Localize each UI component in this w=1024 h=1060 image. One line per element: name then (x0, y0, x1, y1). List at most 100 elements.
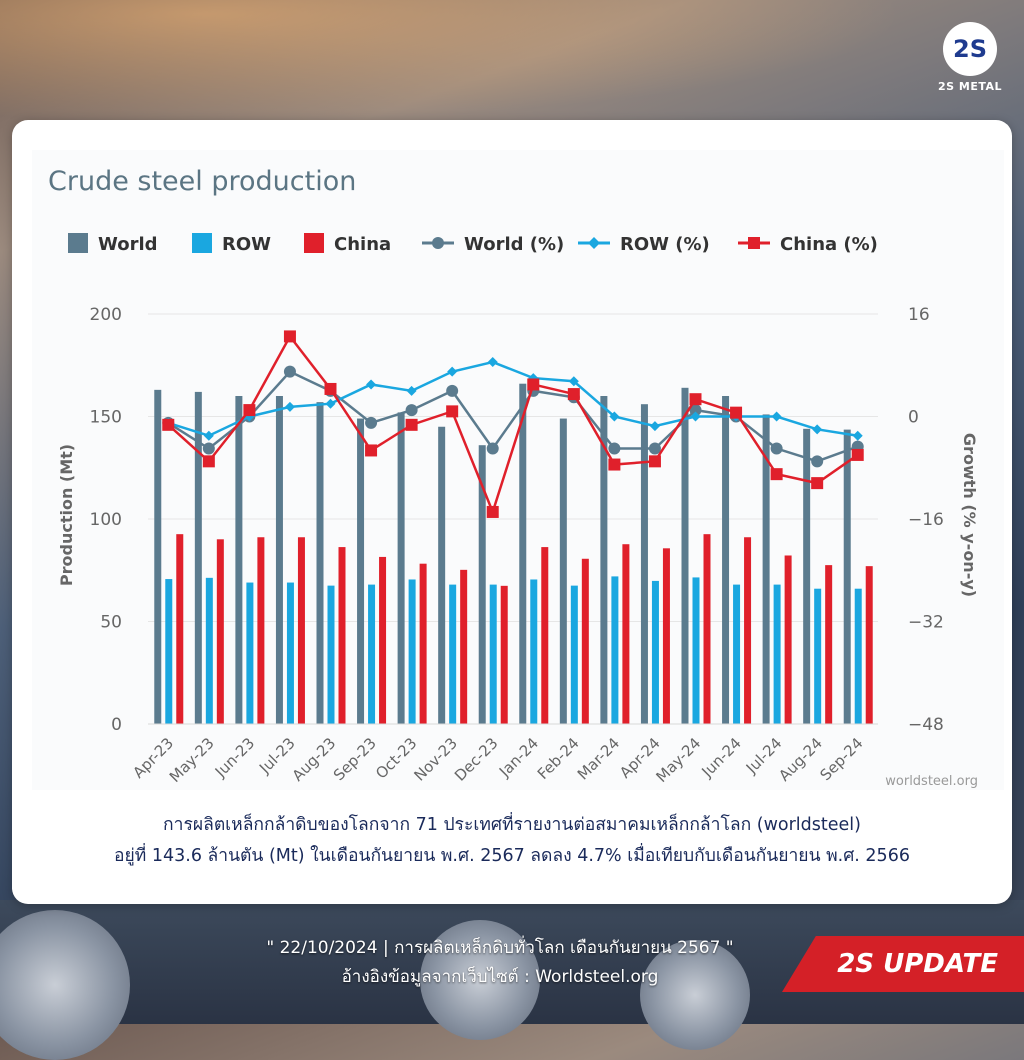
point-row-growth (284, 401, 295, 412)
point-row-growth (487, 357, 498, 368)
bar-world (803, 428, 811, 724)
bar-china (541, 547, 549, 724)
line-row- (167, 360, 858, 438)
point-world-growth (689, 404, 702, 417)
legend-swatch (304, 233, 324, 253)
x-tick-label: Aug-23 (289, 734, 340, 785)
bar-china (865, 566, 873, 724)
bar-world (559, 418, 567, 724)
y2-tick-label: 0 (908, 408, 919, 428)
bar-row (408, 579, 416, 724)
legend-swatch (192, 233, 212, 253)
point-china-growth (851, 448, 864, 461)
point-row-growth (406, 385, 417, 396)
legend-label: ROW (222, 234, 271, 255)
brand-logo-mark: 2S (943, 22, 997, 76)
bar-china (581, 558, 589, 724)
legend-marker (748, 237, 760, 249)
bar-row (489, 584, 497, 724)
bar-china (297, 537, 305, 724)
y-tick-label: 50 (100, 613, 122, 633)
legend-label: World (98, 234, 158, 255)
x-tick-label: Sep-23 (330, 734, 380, 784)
content-card: Crude steel production World ROW China Worl… (12, 120, 1012, 904)
chart-source: worldsteel.org (885, 774, 978, 789)
x-axis: Apr-23May-23Jun-23Jul-23Aug-23Sep-23Oct-… (129, 723, 878, 786)
x-tick-label: Feb-24 (534, 734, 583, 783)
bar-row (814, 588, 822, 724)
caption-line-1: การผลิตเหล็กกล้าดิบของโลกจาก 71 ประเทศที… (163, 815, 861, 835)
point-china-growth (202, 455, 215, 468)
y-axis-left: 0 50 100 150 200 (90, 305, 122, 735)
point-china-growth (162, 418, 175, 431)
legend-item: ROW (%) (578, 234, 710, 255)
bar-row (286, 582, 294, 724)
y-tick-label: 100 (90, 510, 122, 530)
line-series (162, 330, 864, 518)
legend-label: China (%) (780, 234, 878, 255)
point-world-growth (608, 442, 621, 455)
chart-legend: World ROW China World (%) ROW (%) China (%) (68, 233, 878, 255)
y-axis-title: Production (Mt) (57, 444, 76, 586)
point-row-growth (447, 366, 458, 377)
bar-row (611, 576, 619, 724)
caption-line-2: อยู่ที่ 143.6 ล้านตัน (Mt) ในเดือนกันยาย… (114, 846, 910, 866)
x-tick-label: May-23 (166, 734, 218, 786)
legend-swatch (68, 233, 88, 253)
bar-row (368, 584, 376, 724)
point-row-growth (366, 379, 377, 390)
x-tick-label: Jun-23 (211, 734, 258, 781)
x-tick-label: Dec-23 (451, 734, 502, 785)
x-tick-label: Nov-23 (411, 734, 461, 784)
bar-world (600, 396, 608, 724)
chart-title: Crude steel production (48, 166, 356, 197)
point-china-growth (243, 404, 256, 417)
point-row-growth (812, 424, 823, 435)
bar-row (327, 585, 335, 724)
bar-china (419, 563, 427, 724)
bar-row (165, 579, 173, 724)
bar-world (397, 412, 405, 724)
bar-row (651, 580, 659, 724)
point-china-growth (730, 406, 743, 419)
steel-coil-image (0, 910, 130, 1060)
point-china-growth (405, 418, 418, 431)
bar-world (316, 402, 324, 724)
legend-item: ROW (192, 233, 271, 255)
legend-item: World (68, 233, 158, 255)
y2-tick-label: 16 (908, 305, 930, 325)
y-axis-right: −48 −32 −16 0 16 (908, 305, 944, 735)
brand-name: 2S METAL (937, 80, 1003, 93)
footer-line-1: " 22/10/2024 | การผลิตเหล็กดิบทั่วโลก เด… (266, 938, 734, 958)
point-china-growth (608, 458, 621, 471)
chart-caption: การผลิตเหล็กกล้าดิบของโลกจาก 71 ประเทศที… (12, 810, 1012, 872)
bar-row (530, 579, 538, 724)
footer-line-2: อ้างอิงข้อมูลจากเว็บไซต์ : Worldsteel.or… (341, 967, 659, 987)
x-tick-label: Aug-24 (775, 734, 826, 785)
y2-tick-label: −16 (908, 510, 944, 530)
bar-row (205, 577, 213, 724)
bar-world (357, 418, 365, 724)
bar-series (154, 383, 873, 724)
line-china- (167, 334, 859, 516)
point-world-growth (648, 442, 661, 455)
y2-tick-label: −32 (908, 613, 944, 633)
bar-china (825, 565, 833, 724)
legend-marker (432, 237, 444, 249)
legend-item: China (304, 233, 391, 255)
bar-world (640, 404, 648, 724)
y-tick-label: 150 (90, 408, 122, 428)
point-china-growth (324, 382, 337, 395)
x-tick-label: May-24 (653, 734, 705, 786)
point-world-growth (446, 384, 459, 397)
background-glow (0, 0, 1024, 140)
bar-world (722, 396, 730, 724)
point-china-growth (811, 477, 824, 490)
bar-china (500, 585, 508, 724)
bar-china (703, 534, 711, 724)
bar-row (449, 584, 457, 724)
point-china-growth (446, 405, 459, 418)
point-row-growth (771, 411, 782, 422)
footer-text: " 22/10/2024 | การผลิตเหล็กดิบทั่วโลก เด… (180, 934, 820, 992)
point-world-growth (486, 442, 499, 455)
